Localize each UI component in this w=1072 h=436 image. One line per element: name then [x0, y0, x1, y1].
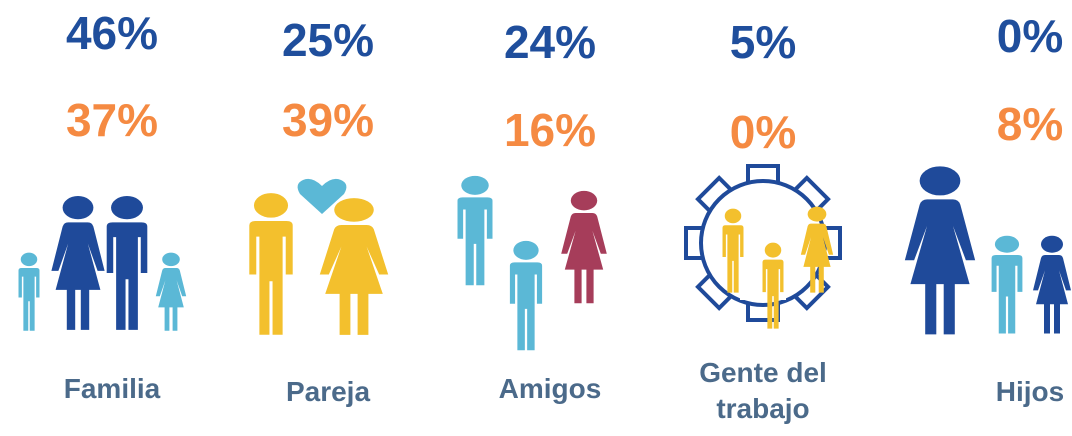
infographic: 46% 37% Familia 25% 39% Pareja 24% 16% Amigos 5% 0…: [0, 0, 1072, 436]
item-label: Gente del: [699, 357, 827, 388]
bottom-percent: 8%: [997, 98, 1063, 150]
item-label: Amigos: [499, 373, 602, 404]
item-label: Pareja: [286, 376, 370, 407]
top-percent: 24%: [504, 16, 596, 68]
item-label: trabajo: [716, 393, 809, 424]
bottom-percent: 16%: [504, 104, 596, 156]
bottom-percent: 39%: [282, 94, 374, 146]
item-label: Hijos: [996, 376, 1064, 407]
item-label: Familia: [64, 373, 161, 404]
bottom-percent: 37%: [66, 94, 158, 146]
family-icon: [19, 196, 187, 331]
friends-icon: [458, 176, 607, 350]
top-percent: 25%: [282, 14, 374, 66]
work-icon: [686, 166, 840, 329]
children-icon: [905, 166, 1071, 334]
couple-icon: [249, 179, 388, 335]
bottom-percent: 0%: [730, 106, 796, 158]
top-percent: 5%: [730, 16, 796, 68]
top-percent: 46%: [66, 7, 158, 59]
top-percent: 0%: [997, 10, 1063, 62]
